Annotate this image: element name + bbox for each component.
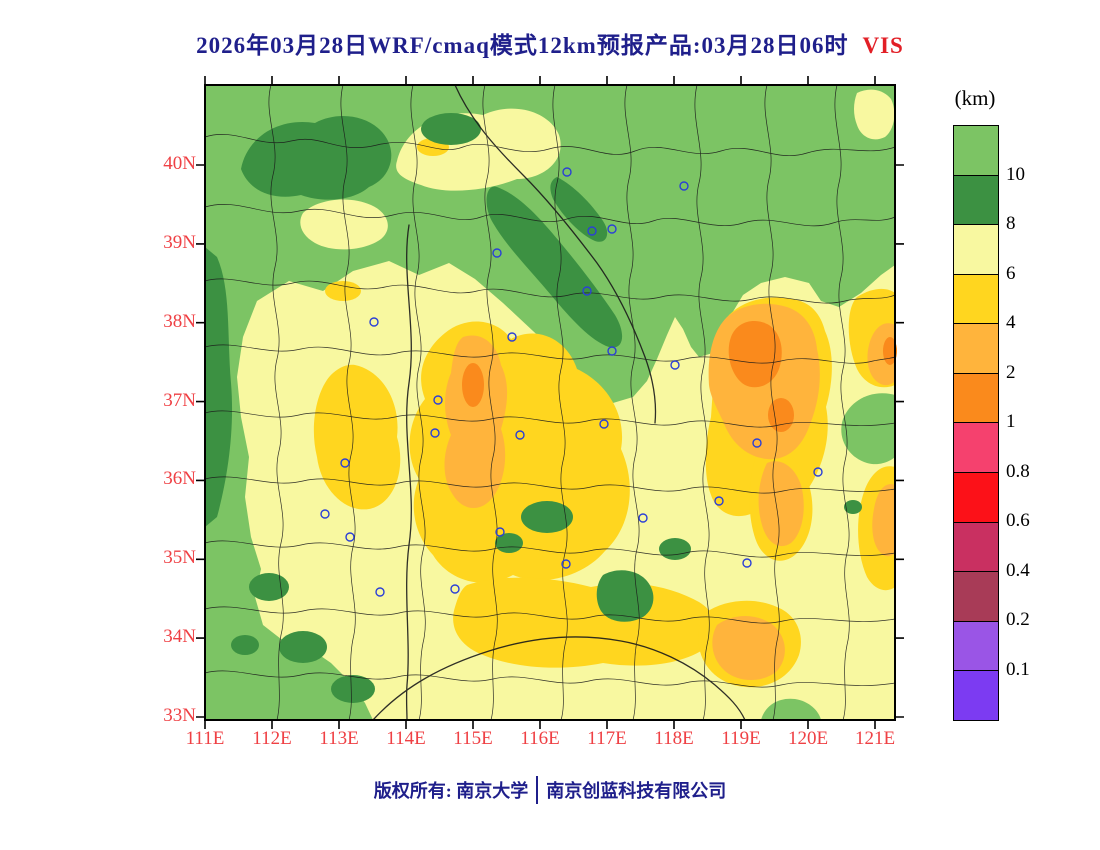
legend-cell bbox=[954, 572, 998, 622]
legend-tick-label: 4 bbox=[1006, 312, 1016, 333]
legend-tick-label: 0.6 bbox=[1006, 510, 1030, 531]
legend-cell bbox=[954, 423, 998, 474]
lon-label: 111E bbox=[185, 728, 225, 749]
map-ticks bbox=[196, 76, 904, 729]
lon-label: 116E bbox=[520, 728, 560, 749]
legend-tick-label: 1 bbox=[1006, 411, 1016, 432]
legend-unit: (km) bbox=[954, 86, 996, 110]
legend-cell bbox=[954, 324, 998, 374]
lon-label: 115E bbox=[453, 728, 493, 749]
lon-label: 113E bbox=[319, 728, 359, 749]
legend-tick-label: 0.4 bbox=[1006, 559, 1030, 581]
lat-label: 38N bbox=[163, 310, 196, 332]
legend-tick-label: 2 bbox=[1006, 361, 1016, 383]
legend-cell bbox=[954, 473, 998, 523]
lon-label: 114E bbox=[386, 728, 426, 749]
lat-label: 39N bbox=[163, 231, 196, 253]
lat-label: 37N bbox=[163, 389, 196, 411]
map-frame-border bbox=[204, 84, 896, 721]
copyright-divider bbox=[536, 776, 539, 804]
lon-label: 112E bbox=[252, 728, 292, 749]
legend-cell bbox=[954, 522, 998, 573]
lat-label: 34N bbox=[163, 626, 196, 648]
copyright-company: 南京创蓝科技有限公司 bbox=[546, 781, 727, 801]
lat-label: 40N bbox=[163, 153, 196, 174]
legend-tick-label: 10 bbox=[1006, 163, 1025, 185]
legend-tick-label: 8 bbox=[1006, 213, 1016, 234]
page-title: 2026年03月28日WRF/cmaq模式12km预报产品:03月28日06时 V… bbox=[0, 26, 1100, 60]
legend-cell bbox=[954, 126, 998, 176]
lat-label: 33N bbox=[163, 704, 196, 726]
lon-label: 120E bbox=[787, 728, 829, 749]
map-contours bbox=[205, 85, 897, 720]
map-area bbox=[196, 76, 904, 729]
city-markers bbox=[320, 167, 823, 597]
lon-label: 119E bbox=[721, 728, 761, 749]
legend-tick-label: 0.2 bbox=[1006, 609, 1030, 630]
legend-cell bbox=[954, 175, 998, 226]
legend-cell bbox=[954, 225, 998, 275]
lon-label: 118E bbox=[654, 728, 694, 749]
legend-tick-label: 0.1 bbox=[1006, 658, 1030, 680]
lat-label: 36N bbox=[163, 468, 196, 490]
copyright: 版权所有: 南京大学 南京创蓝科技有限公司 bbox=[0, 776, 1100, 804]
legend-tick-label: 0.8 bbox=[1006, 460, 1030, 482]
lon-label: 121E bbox=[854, 728, 896, 749]
copyright-owner: 版权所有: 南京大学 bbox=[373, 781, 529, 801]
district-boundaries bbox=[204, 84, 896, 721]
legend-cell bbox=[954, 274, 998, 325]
title-variable: VIS bbox=[862, 33, 904, 58]
legend-tick-label: 6 bbox=[1006, 262, 1016, 284]
legend-cell bbox=[954, 373, 998, 424]
lon-label: 117E bbox=[587, 728, 627, 749]
legend-colorbar bbox=[953, 125, 999, 721]
lat-label: 35N bbox=[163, 547, 196, 569]
legend-cell bbox=[954, 621, 998, 672]
forecast-map bbox=[196, 76, 904, 729]
title-text: 2026年03月28日WRF/cmaq模式12km预报产品:03月28日06时 bbox=[196, 33, 849, 58]
legend-cell bbox=[954, 671, 998, 720]
